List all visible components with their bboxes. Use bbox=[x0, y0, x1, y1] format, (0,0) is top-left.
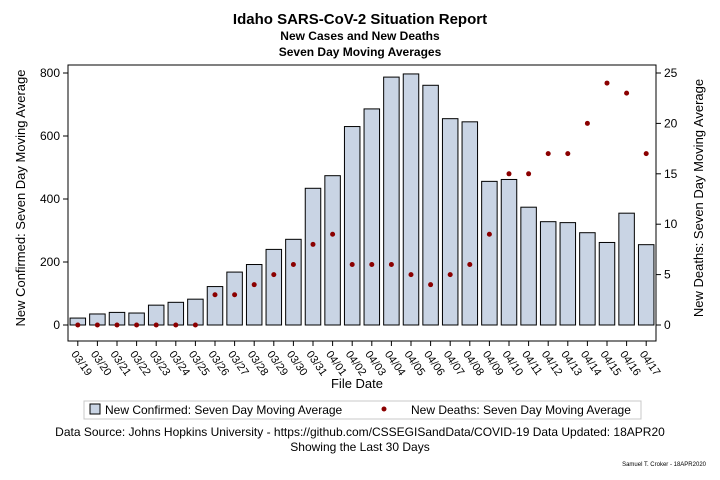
death-point-03/21 bbox=[114, 322, 120, 328]
bar-04/04 bbox=[383, 76, 400, 326]
y-tick-label: 800 bbox=[40, 66, 60, 80]
death-point-03/27 bbox=[232, 292, 238, 298]
bar-03/26 bbox=[206, 286, 224, 326]
bar-04/03 bbox=[363, 108, 381, 326]
bar-04/15 bbox=[598, 241, 616, 326]
bar-04/07 bbox=[441, 118, 459, 326]
y2-tick-label: 10 bbox=[664, 217, 678, 231]
x-tick-label: 04/11 bbox=[519, 349, 544, 378]
y-tick-label: 0 bbox=[53, 318, 60, 332]
author-credit: Samuel T. Croker - 18APR2020 bbox=[622, 462, 706, 468]
death-point-04/12 bbox=[545, 151, 551, 157]
bar-04/08 bbox=[461, 121, 479, 326]
bar-04/02 bbox=[343, 126, 361, 326]
y2-tick-label: 5 bbox=[664, 268, 671, 282]
death-point-04/02 bbox=[349, 262, 355, 268]
death-point-03/19 bbox=[75, 322, 81, 328]
death-point-04/16 bbox=[624, 90, 630, 96]
death-point-04/04 bbox=[388, 262, 394, 268]
death-point-03/30 bbox=[290, 262, 296, 268]
legend-label-deaths: New Deaths: Seven Day Moving Average bbox=[411, 403, 631, 417]
bar-03/31 bbox=[304, 187, 322, 326]
death-point-04/01 bbox=[330, 231, 336, 237]
plot-frame bbox=[67, 64, 657, 342]
death-point-04/06 bbox=[428, 282, 434, 288]
death-point-04/13 bbox=[565, 151, 571, 157]
bar-04/17 bbox=[637, 244, 655, 326]
legend: New Confirmed: Seven Day Moving Average … bbox=[83, 400, 642, 420]
death-point-03/29 bbox=[271, 272, 277, 278]
bar-04/12 bbox=[539, 221, 557, 326]
death-point-03/24 bbox=[173, 322, 179, 328]
y2-tick-label: 0 bbox=[664, 318, 671, 332]
bar-03/24 bbox=[167, 301, 185, 326]
death-point-03/28 bbox=[251, 282, 257, 288]
bar-04/14 bbox=[579, 232, 596, 326]
x-axis-label: File Date bbox=[331, 376, 383, 391]
bar-04/13 bbox=[559, 222, 577, 326]
bar-03/30 bbox=[285, 238, 302, 326]
data-source-note: Data Source: Johns Hopkins University - … bbox=[55, 425, 665, 439]
chart-title: Idaho SARS-CoV-2 Situation Report bbox=[232, 11, 488, 28]
chart-subtitle-1: New Cases and New Deaths bbox=[280, 29, 440, 43]
bar-03/25 bbox=[187, 298, 204, 326]
legend-bar-swatch bbox=[89, 403, 101, 415]
death-point-04/11 bbox=[526, 171, 532, 177]
death-point-03/20 bbox=[94, 322, 100, 328]
y-axis-label: New Confirmed: Seven Day Moving Average bbox=[13, 70, 28, 327]
death-point-03/31 bbox=[310, 241, 316, 247]
y-tick-label: 400 bbox=[40, 192, 60, 206]
bar-04/01 bbox=[324, 175, 341, 326]
bar-04/05 bbox=[402, 73, 420, 326]
death-point-03/23 bbox=[153, 322, 159, 328]
death-point-04/03 bbox=[369, 262, 375, 268]
death-point-04/08 bbox=[467, 262, 473, 268]
bar-04/16 bbox=[618, 212, 635, 326]
death-point-03/25 bbox=[192, 322, 198, 328]
x-tick-label: 04/17 bbox=[637, 349, 663, 378]
y-tick-label: 600 bbox=[40, 129, 60, 143]
bar-04/09 bbox=[481, 180, 498, 326]
bar-03/23 bbox=[147, 304, 165, 326]
legend-label-cases: New Confirmed: Seven Day Moving Average bbox=[105, 403, 343, 417]
legend-frame bbox=[83, 400, 642, 420]
death-point-03/26 bbox=[212, 292, 218, 298]
death-point-04/05 bbox=[408, 272, 414, 278]
y-tick-label: 200 bbox=[40, 255, 60, 269]
death-point-04/10 bbox=[506, 171, 512, 177]
y2-tick-label: 15 bbox=[664, 167, 678, 181]
death-point-04/07 bbox=[447, 272, 453, 278]
death-point-04/09 bbox=[486, 231, 492, 237]
y2-axis-label: New Deaths: Seven Day Moving Average bbox=[691, 79, 706, 317]
bar-03/28 bbox=[245, 264, 263, 326]
death-point-04/15 bbox=[604, 80, 610, 86]
bar-04/11 bbox=[520, 206, 537, 326]
death-point-03/22 bbox=[134, 322, 140, 328]
chart-subtitle-2: Seven Day Moving Averages bbox=[278, 45, 442, 59]
y2-tick-label: 20 bbox=[664, 116, 678, 130]
period-note: Showing the Last 30 Days bbox=[290, 440, 430, 454]
bar-04/06 bbox=[422, 84, 439, 326]
death-point-04/17 bbox=[643, 151, 649, 157]
bar-03/29 bbox=[265, 248, 283, 326]
death-point-04/14 bbox=[584, 120, 590, 126]
legend-dot-swatch bbox=[381, 406, 387, 412]
bar-03/27 bbox=[226, 271, 243, 326]
y2-tick-label: 25 bbox=[664, 66, 678, 80]
bar-04/10 bbox=[500, 178, 518, 326]
